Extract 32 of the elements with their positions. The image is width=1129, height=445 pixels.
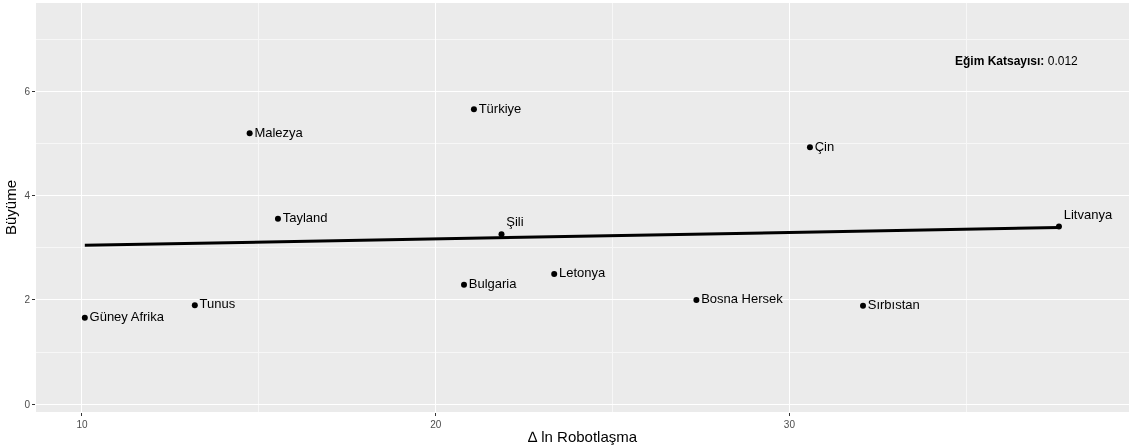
point bbox=[693, 296, 700, 303]
x-axis-title: ∆ ln Robotlaşma bbox=[527, 428, 638, 445]
point bbox=[81, 314, 88, 321]
point bbox=[191, 302, 198, 309]
y-tick-label: 2 bbox=[24, 294, 31, 306]
series-label: Tayland bbox=[282, 209, 328, 225]
series-label: Bulgaria bbox=[468, 276, 518, 292]
point bbox=[806, 144, 813, 151]
series-label: Türkiye bbox=[478, 100, 522, 116]
y-axis-title: Büyüme bbox=[1, 179, 19, 236]
point bbox=[274, 215, 281, 222]
series-label: Letonya bbox=[558, 265, 606, 281]
x-tick-label: 20 bbox=[430, 419, 442, 430]
y-tick-label: 0 bbox=[24, 398, 31, 410]
series-label: Malezya bbox=[254, 124, 304, 140]
series-label: Güney Afrika bbox=[89, 308, 165, 324]
annotation: Eğim Katsayısı: 0.012 bbox=[955, 54, 1079, 68]
y-tick-label: 4 bbox=[24, 190, 31, 202]
x-tick-label: 30 bbox=[783, 419, 796, 430]
y-tick-label: 6 bbox=[24, 86, 31, 98]
point bbox=[470, 106, 477, 113]
series-label: Sırbıstan bbox=[867, 296, 920, 312]
series-label: Çin bbox=[814, 138, 835, 154]
point bbox=[246, 130, 253, 137]
series-label: Tunus bbox=[199, 296, 236, 312]
point bbox=[860, 302, 866, 309]
series-label: Bosna Hersek bbox=[701, 291, 784, 307]
point bbox=[551, 270, 558, 277]
series-label: Şili bbox=[506, 214, 524, 230]
series-label: Litvanya bbox=[1063, 206, 1113, 222]
x-tick-label: 10 bbox=[76, 419, 88, 430]
point bbox=[461, 281, 467, 288]
